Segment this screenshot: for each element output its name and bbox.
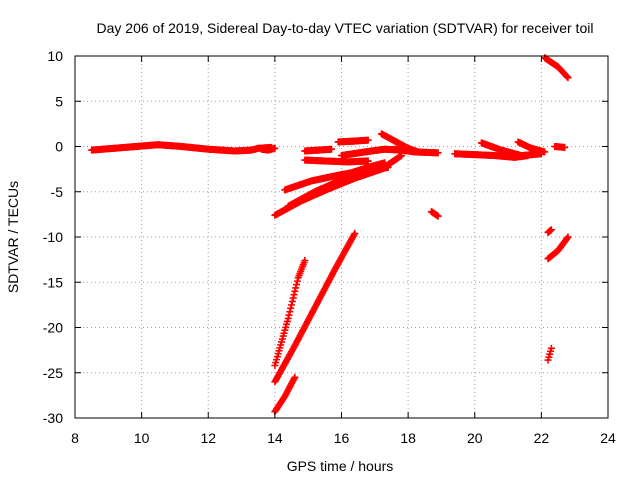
x-tick-label: 20 [467, 430, 483, 446]
y-tick-label: -20 [43, 320, 63, 336]
y-tick-labels: -30 -25 -20 -15 -10 -5 0 5 10 [43, 48, 63, 426]
data-track [258, 144, 279, 154]
data-point [291, 373, 299, 381]
data-point [547, 226, 555, 234]
y-tick-label: -15 [43, 274, 63, 290]
x-tick-labels: 8 10 12 14 16 18 20 22 24 [71, 430, 616, 446]
x-tick-label: 22 [534, 430, 550, 446]
x-tick-label: 8 [71, 430, 79, 446]
data-point [541, 148, 549, 156]
grid-lines [75, 56, 608, 418]
data-track [427, 208, 442, 220]
y-tick-label: -25 [43, 365, 63, 381]
y-tick-label: 5 [55, 93, 63, 109]
y-tick-label: -10 [43, 229, 63, 245]
data-point [384, 163, 392, 171]
data-track [331, 159, 389, 181]
data-track [541, 54, 572, 82]
chart-title: Day 206 of 2019, Sidereal Day-to-day VTE… [97, 20, 594, 36]
data-point [301, 257, 309, 265]
y-tick-label: 10 [47, 48, 63, 64]
y-axis-title: SDTVAR / TECUs [5, 181, 21, 293]
data-point [293, 281, 301, 289]
data-point [564, 74, 572, 82]
x-tick-label: 10 [134, 430, 150, 446]
data-track [271, 257, 309, 370]
data-point [434, 212, 442, 220]
y-tick-label: -30 [43, 410, 63, 426]
data-track [334, 136, 372, 146]
data-track [551, 143, 569, 151]
data-point [293, 277, 301, 285]
data-point [285, 311, 293, 319]
data-track [391, 145, 442, 157]
data-point [271, 144, 279, 152]
x-axis-title: GPS time / hours [287, 458, 394, 474]
data-point [288, 297, 296, 305]
data-markers [88, 54, 572, 416]
data-point [547, 344, 555, 352]
data-track [301, 156, 372, 166]
data-point [434, 149, 442, 157]
data-point [381, 159, 389, 167]
data-point [364, 136, 372, 144]
data-point [351, 229, 359, 237]
data-point [397, 152, 405, 160]
data-point [561, 143, 569, 151]
data-point [564, 233, 572, 241]
data-track [514, 138, 549, 156]
data-track [477, 139, 545, 160]
data-point [563, 73, 571, 81]
data-track [544, 226, 555, 236]
data-point [563, 234, 571, 242]
data-point [364, 157, 372, 165]
data-track [88, 141, 276, 155]
axis-ticks [74, 55, 609, 419]
data-point [289, 294, 297, 302]
y-tick-label: -5 [51, 184, 64, 200]
data-track [544, 233, 572, 263]
data-track [544, 344, 555, 364]
x-tick-label: 24 [600, 430, 616, 446]
x-tick-label: 16 [334, 430, 350, 446]
data-point [284, 314, 292, 322]
data-point [291, 287, 299, 295]
data-point [350, 231, 358, 239]
data-track [271, 229, 359, 386]
data-point [288, 301, 296, 309]
data-point [328, 145, 336, 153]
data-point [292, 284, 300, 292]
x-tick-label: 18 [400, 430, 416, 446]
data-track [271, 373, 299, 416]
x-tick-label: 12 [200, 430, 216, 446]
data-point [287, 304, 295, 312]
data-track [301, 145, 336, 155]
y-tick-label: 0 [55, 139, 63, 155]
x-tick-label: 14 [267, 430, 283, 446]
data-point [286, 308, 294, 316]
data-point [290, 291, 298, 299]
